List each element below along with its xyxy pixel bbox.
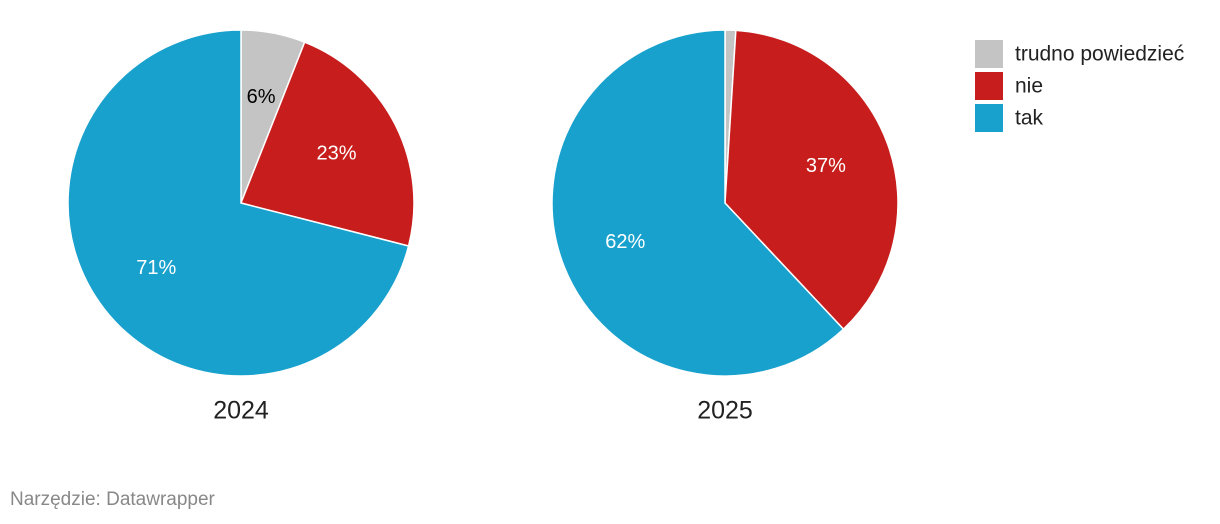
value-label: 6% <box>247 86 276 108</box>
pie-title: 2025 <box>697 397 753 425</box>
value-label: 23% <box>317 143 357 165</box>
legend-label: trudno powiedzieć <box>1015 43 1184 66</box>
pie-slice <box>67 29 410 377</box>
value-label: 71% <box>136 257 176 279</box>
value-label: 37% <box>806 155 846 177</box>
pie-title: 2024 <box>213 397 269 425</box>
footer: Narzędzie: Datawrapper <box>10 489 216 510</box>
pie-slice <box>551 29 845 377</box>
legend-label: tak <box>1015 107 1044 130</box>
legend-swatch <box>975 40 1003 68</box>
pie-slice <box>724 29 899 331</box>
pie-slice <box>239 41 415 247</box>
value-label: 62% <box>605 231 645 253</box>
legend-swatch <box>975 104 1003 132</box>
legend-swatch <box>975 72 1003 100</box>
legend-label: nie <box>1015 75 1043 98</box>
